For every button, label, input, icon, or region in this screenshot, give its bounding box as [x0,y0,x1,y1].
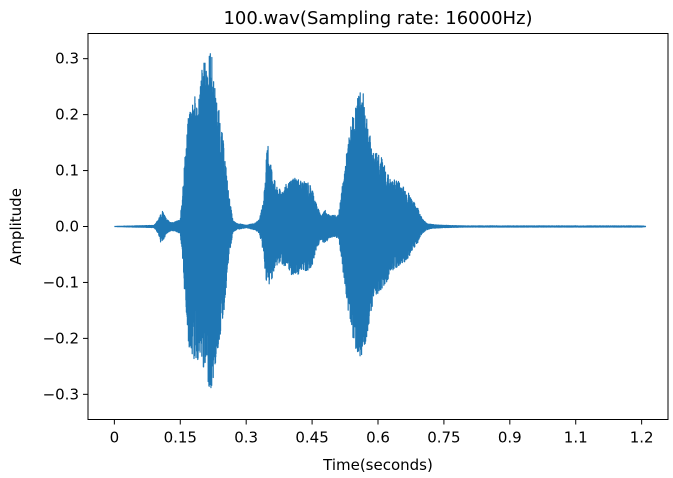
x-tick-label: 0 [110,429,120,447]
y-tick-label: 0.3 [55,50,79,68]
y-tick-label: −0.3 [43,385,79,403]
y-axis-label: Amplitude [7,188,25,265]
chart-title: 100.wav(Sampling rate: 16000Hz) [223,8,532,29]
x-tick-label: 1.1 [564,429,588,447]
x-axis: 0 0.15 0.3 0.45 0.6 0.75 0.9 1.1 1.2 [110,419,654,447]
waveform-line [113,53,647,389]
y-axis: 0.3 0.2 0.1 0.0 −0.1 −0.2 −0.3 [43,50,88,403]
y-tick-label: 0.0 [55,218,79,236]
x-tick-label: 0.45 [295,429,328,447]
y-tick-label: −0.2 [43,329,79,347]
x-tick-label: 0.9 [498,429,522,447]
x-tick-label: 0.15 [164,429,197,447]
y-tick-label: 0.1 [55,162,79,180]
y-tick-label: −0.1 [43,273,79,291]
plot-area [87,33,669,420]
x-tick-label: 0.75 [427,429,460,447]
x-tick-label: 1.2 [630,429,654,447]
x-tick-label: 0.3 [234,429,258,447]
waveform-series [113,53,647,389]
y-tick-label: 0.2 [55,106,79,124]
x-tick-label: 0.6 [366,429,390,447]
x-axis-label: Time(seconds) [322,456,433,474]
